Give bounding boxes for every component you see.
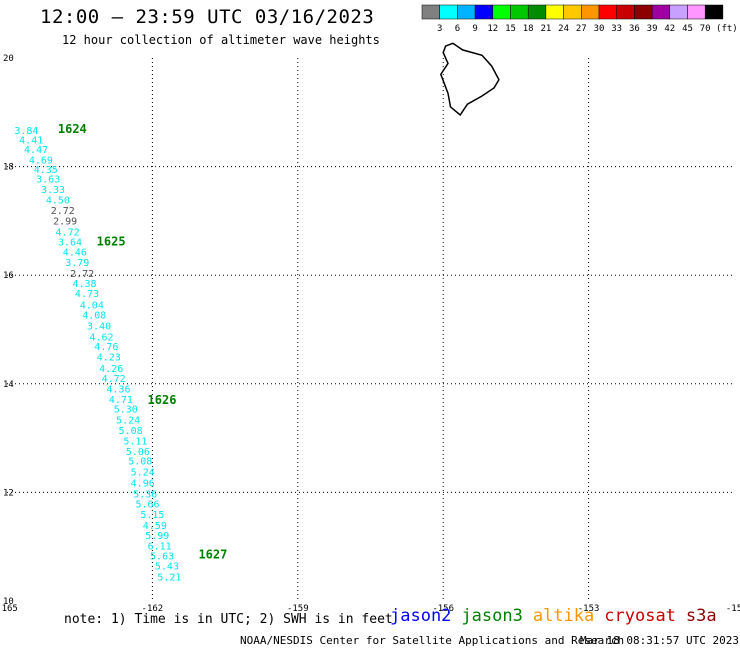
wave-height-label: 5.08	[119, 426, 143, 437]
wave-height-label: 5.21	[157, 572, 181, 583]
track-time-label: 1625	[97, 234, 126, 248]
wave-height-label: 4.38	[72, 279, 96, 290]
wave-height-label: 5.11	[123, 437, 147, 448]
wave-height-label: 4.04	[80, 300, 104, 311]
wave-height-label: 5.63	[150, 552, 174, 563]
legend-unit: (ft)	[716, 24, 738, 34]
satellite-name: altika	[532, 606, 595, 626]
wave-height-label: 5.24	[116, 415, 140, 426]
footer-organization: NOAA/NESDIS Center for Satellite Applica…	[240, 634, 625, 647]
wave-height-label: 4.41	[19, 135, 43, 146]
track-time-label: 1626	[148, 393, 177, 407]
wave-height-label: 4.26	[99, 364, 123, 375]
wave-height-label: 4.96	[131, 478, 155, 489]
x-tick-label: -165	[0, 604, 18, 614]
legend-swatch	[704, 4, 724, 20]
x-tick-label: -156	[432, 604, 454, 614]
wave-height-label: 4.72	[56, 228, 80, 239]
satellite-name: jason3	[461, 606, 523, 626]
legend-label: 33	[611, 24, 622, 34]
wave-height-label: 4.23	[97, 352, 121, 363]
legend-label: 42	[664, 24, 675, 34]
footer-timestamp: Mar 18 08:31:57 UTC 2023	[580, 634, 739, 647]
wave-height-label: 6.11	[148, 541, 172, 552]
wave-height-label: 4.08	[82, 311, 106, 322]
legend-label: 70	[700, 24, 711, 34]
satellite-name: cryosat	[604, 606, 676, 626]
wave-height-label: 4.59	[143, 521, 167, 532]
wave-height-label: 4.71	[109, 395, 133, 406]
wave-height-label: 5.99	[145, 531, 169, 542]
wave-height-label: 3.84	[14, 126, 38, 137]
wave-height-label: 3.33	[41, 185, 65, 196]
legend-label: 27	[576, 24, 587, 34]
wave-height-label: 4.72	[102, 374, 126, 385]
y-tick-label: 16	[3, 271, 14, 281]
track-time-label: 1624	[58, 122, 87, 136]
wave-height-label: 4.36	[106, 384, 130, 395]
x-tick-label: -15	[726, 604, 740, 614]
wave-height-label: 3.63	[36, 174, 60, 185]
wave-height-label: 5.24	[131, 468, 155, 479]
legend-label: 21	[540, 24, 551, 34]
wave-height-label: 4.76	[94, 342, 118, 353]
wave-height-label: 2.72	[51, 206, 75, 217]
wave-height-label: 4.35	[34, 165, 58, 176]
wave-height-label: 5.08	[128, 457, 152, 468]
legend-label: 9	[472, 24, 477, 34]
y-tick-label: 12	[3, 488, 14, 498]
legend-label: 15	[505, 24, 516, 34]
page-subtitle: 12 hour collection of altimeter wave hei…	[62, 33, 380, 47]
legend-label: 24	[558, 24, 569, 34]
satellite-legend: jason2 jason3 altika cryosat s3a	[390, 606, 727, 626]
legend-label: 6	[455, 24, 460, 34]
x-tick-label: -162	[142, 604, 164, 614]
y-tick-label: 14	[3, 380, 14, 390]
wave-height-label: 5.36	[133, 489, 157, 500]
wave-height-label: 5.06	[126, 447, 150, 458]
wave-height-label: 3.40	[87, 322, 111, 333]
legend-label: 30	[594, 24, 605, 34]
wave-height-label: 4.62	[89, 332, 113, 343]
legend-label: 3	[437, 24, 442, 34]
x-tick-label: -159	[287, 604, 309, 614]
y-tick-label: 18	[3, 163, 14, 173]
wave-height-label: 2.99	[53, 217, 77, 228]
wave-height-label: 4.50	[46, 196, 70, 207]
y-tick-label: 10	[3, 597, 14, 607]
color-legend: 3 6 9 12 15 18 21 24 27 30 33 36 39 42 45 70 (ft)	[421, 4, 738, 34]
island-outline	[439, 42, 500, 117]
wave-height-label: 4.47	[24, 145, 48, 156]
wave-height-label: 5.15	[140, 510, 164, 521]
legend-label: 45	[682, 24, 693, 34]
legend-label: 36	[629, 24, 640, 34]
wave-height-label: 5.43	[155, 562, 179, 573]
legend-label: 12	[487, 24, 498, 34]
track-time-label: 1627	[198, 548, 227, 562]
legend-label: 39	[647, 24, 658, 34]
note-text: note: 1) Time is in UTC; 2) SWH is in fe…	[64, 612, 393, 627]
wave-height-label: 4.69	[29, 155, 53, 166]
wave-height-label: 5.66	[136, 500, 160, 511]
satellite-name: s3a	[685, 606, 717, 626]
y-tick-label: 20	[3, 54, 14, 64]
satellite-name: jason2	[390, 606, 452, 626]
wave-height-label: 3.64	[58, 237, 82, 248]
wave-height-label: 4.73	[75, 289, 99, 300]
wave-height-label: 2.72	[70, 269, 94, 280]
wave-height-label: 5.30	[114, 405, 138, 416]
legend-label: 18	[523, 24, 534, 34]
wave-height-label: 4.46	[63, 248, 87, 259]
x-tick-label: -153	[578, 604, 600, 614]
page-title: 12:00 – 23:59 UTC 03/16/2023	[40, 6, 375, 28]
wave-height-label: 3.79	[65, 258, 89, 269]
